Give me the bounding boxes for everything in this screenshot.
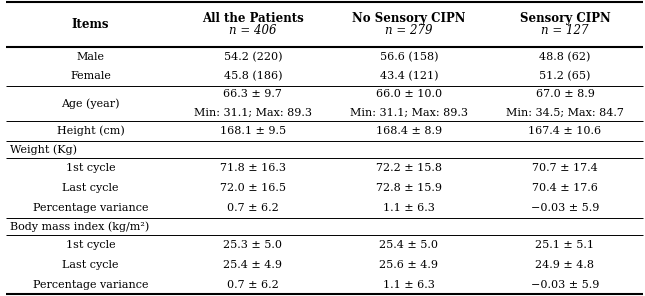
Text: 51.2 (65): 51.2 (65) <box>539 71 591 82</box>
Text: 70.4 ± 17.6: 70.4 ± 17.6 <box>532 183 598 193</box>
Text: 24.9 ± 4.8: 24.9 ± 4.8 <box>535 260 595 270</box>
Text: Height (cm): Height (cm) <box>57 126 124 136</box>
Text: Body mass index (kg/m²): Body mass index (kg/m²) <box>10 221 149 232</box>
Text: All the Patients: All the Patients <box>202 12 304 25</box>
Text: Min: 34.5; Max: 84.7: Min: 34.5; Max: 84.7 <box>506 108 624 118</box>
Text: −0.03 ± 5.9: −0.03 ± 5.9 <box>531 203 599 213</box>
Text: Age (year): Age (year) <box>61 98 120 109</box>
Text: n = 279: n = 279 <box>385 23 433 36</box>
Text: 25.1 ± 5.1: 25.1 ± 5.1 <box>535 240 595 250</box>
Text: n = 127: n = 127 <box>541 23 589 36</box>
Text: 0.7 ± 6.2: 0.7 ± 6.2 <box>227 203 279 213</box>
Text: Percentage variance: Percentage variance <box>33 203 148 213</box>
Text: Weight (Kg): Weight (Kg) <box>10 144 77 155</box>
Text: Last cycle: Last cycle <box>62 183 119 193</box>
Text: −0.03 ± 5.9: −0.03 ± 5.9 <box>531 280 599 289</box>
Text: 67.0 ± 8.9: 67.0 ± 8.9 <box>535 89 595 99</box>
Text: 0.7 ± 6.2: 0.7 ± 6.2 <box>227 280 279 289</box>
Text: n = 406: n = 406 <box>229 23 277 36</box>
Text: 25.4 ± 5.0: 25.4 ± 5.0 <box>379 240 439 250</box>
Text: 25.4 ± 4.9: 25.4 ± 4.9 <box>223 260 283 270</box>
Text: 66.0 ± 10.0: 66.0 ± 10.0 <box>376 89 442 99</box>
Text: 72.8 ± 15.9: 72.8 ± 15.9 <box>376 183 442 193</box>
Text: 48.8 (62): 48.8 (62) <box>539 52 591 62</box>
Text: Percentage variance: Percentage variance <box>33 280 148 289</box>
Text: 45.8 (186): 45.8 (186) <box>224 71 282 82</box>
Text: 1.1 ± 6.3: 1.1 ± 6.3 <box>383 203 435 213</box>
Text: 168.1 ± 9.5: 168.1 ± 9.5 <box>220 126 286 136</box>
Text: 167.4 ± 10.6: 167.4 ± 10.6 <box>528 126 602 136</box>
Text: Min: 31.1; Max: 89.3: Min: 31.1; Max: 89.3 <box>194 108 312 118</box>
Text: Male: Male <box>76 52 104 62</box>
Text: Female: Female <box>70 71 111 81</box>
Text: 25.6 ± 4.9: 25.6 ± 4.9 <box>379 260 439 270</box>
Text: 168.4 ± 8.9: 168.4 ± 8.9 <box>376 126 442 136</box>
Text: 1st cycle: 1st cycle <box>66 163 115 173</box>
Text: Items: Items <box>72 18 109 30</box>
Text: 56.6 (158): 56.6 (158) <box>380 52 438 62</box>
Text: 54.2 (220): 54.2 (220) <box>224 52 282 62</box>
Text: 1st cycle: 1st cycle <box>66 240 115 250</box>
Text: 72.2 ± 15.8: 72.2 ± 15.8 <box>376 163 442 173</box>
Text: 70.7 ± 17.4: 70.7 ± 17.4 <box>532 163 598 173</box>
Text: Min: 31.1; Max: 89.3: Min: 31.1; Max: 89.3 <box>350 108 468 118</box>
Text: 72.0 ± 16.5: 72.0 ± 16.5 <box>220 183 286 193</box>
Text: 71.8 ± 16.3: 71.8 ± 16.3 <box>220 163 286 173</box>
Text: 43.4 (121): 43.4 (121) <box>380 71 438 82</box>
Text: 25.3 ± 5.0: 25.3 ± 5.0 <box>223 240 283 250</box>
Text: 1.1 ± 6.3: 1.1 ± 6.3 <box>383 280 435 289</box>
Text: Sensory CIPN: Sensory CIPN <box>520 12 610 25</box>
Text: No Sensory CIPN: No Sensory CIPN <box>352 12 466 25</box>
Text: 66.3 ± 9.7: 66.3 ± 9.7 <box>223 89 283 99</box>
Text: Last cycle: Last cycle <box>62 260 119 270</box>
